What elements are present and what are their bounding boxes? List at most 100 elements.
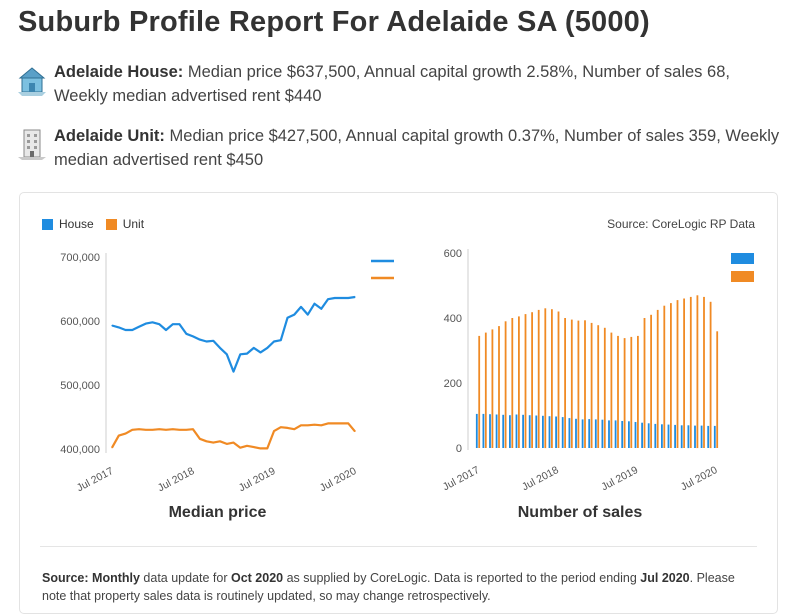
bar-house: [601, 419, 604, 448]
data-point-unit: [158, 428, 160, 430]
data-point-unit: [172, 428, 174, 430]
bar-unit: [504, 321, 507, 449]
data-point-unit: [313, 424, 316, 426]
x-tick-label: Jul 2018: [156, 465, 197, 494]
y-tick-label: 600: [444, 248, 462, 260]
bar-unit: [656, 309, 659, 448]
legend-house-swatch: [42, 218, 53, 230]
bar-unit: [524, 314, 527, 448]
bar-house: [588, 419, 591, 448]
data-point-unit: [178, 429, 181, 431]
bar-house: [535, 415, 538, 448]
unit-label: Adelaide Unit:: [54, 127, 165, 145]
bar-house: [495, 414, 498, 448]
data-point-house: [212, 340, 214, 342]
bar-house: [694, 425, 696, 448]
bar-unit: [703, 296, 705, 448]
divider: [40, 546, 757, 547]
data-point-house: [259, 351, 262, 353]
data-point-house: [178, 323, 181, 325]
data-point-unit: [300, 424, 302, 426]
x-tick-label: Jul 2019: [599, 464, 640, 493]
y-tick-label: 0: [456, 443, 462, 455]
data-point-unit: [138, 428, 140, 430]
y-tick-label: 200: [444, 378, 462, 390]
data-point-house: [232, 371, 235, 373]
bar-unit: [537, 309, 540, 448]
data-point-unit: [253, 446, 255, 448]
house-summary: Adelaide House: Median price $637,500, A…: [18, 60, 788, 108]
bar-unit: [716, 331, 719, 448]
bar-unit: [663, 305, 666, 448]
data-point-unit: [165, 429, 167, 431]
bar-house: [621, 421, 624, 448]
bar-house: [482, 413, 485, 448]
data-point-unit: [273, 430, 275, 432]
data-point-unit: [118, 435, 120, 437]
data-point-unit: [320, 424, 322, 426]
footer-update-date: Oct 2020: [231, 571, 284, 585]
chart-legend: House Unit: [42, 217, 156, 231]
data-point-house: [118, 326, 120, 328]
bar-house: [614, 420, 617, 448]
bar-house: [608, 420, 610, 448]
bar-unit: [709, 301, 712, 449]
bar-house: [661, 424, 663, 448]
data-point-house: [273, 340, 275, 343]
data-point-unit: [340, 422, 343, 424]
bar-unit: [630, 336, 633, 448]
data-point-unit: [354, 430, 356, 432]
data-point-unit: [246, 445, 248, 447]
y-tick-label: 400,000: [60, 444, 100, 456]
data-point-unit: [286, 427, 289, 429]
footer-frequency: Monthly: [92, 571, 140, 585]
number-of-sales-title: Number of sales: [517, 504, 643, 521]
bar-unit: [689, 296, 692, 448]
bar-unit: [478, 335, 481, 448]
data-point-house: [151, 321, 154, 323]
footer-note: Source: Monthly data update for Oct 2020…: [42, 569, 757, 605]
data-point-house: [334, 297, 336, 299]
bar-house: [713, 425, 716, 448]
data-point-house: [307, 314, 309, 316]
median-price-chart: 400,000 500,000 600,000 700,000 Jul 2017 Jul …: [60, 252, 394, 494]
legend-house-label[interactable]: House: [59, 217, 94, 231]
y-tick-label: 600,000: [60, 316, 100, 328]
bar-unit: [696, 295, 699, 449]
x-tick-label: Jul 2018: [520, 464, 561, 493]
data-point-unit: [293, 428, 295, 430]
legend-unit-label[interactable]: Unit: [122, 217, 145, 231]
bar-house: [555, 416, 557, 448]
y-tick-label: 500,000: [60, 380, 100, 392]
data-point-unit: [192, 428, 194, 430]
bar-unit: [650, 314, 652, 449]
bar-unit: [518, 316, 520, 448]
data-point-unit: [131, 429, 133, 431]
bar-unit: [643, 318, 646, 448]
footer-period-end: Jul 2020: [640, 571, 690, 585]
bar-unit: [484, 332, 487, 448]
data-point-unit: [226, 443, 228, 445]
bar-unit: [610, 332, 613, 448]
data-point-unit: [232, 442, 235, 444]
data-point-unit: [334, 422, 336, 424]
bar-unit: [491, 329, 494, 448]
bar-house: [641, 422, 643, 448]
bar-unit: [570, 319, 573, 448]
bar-unit: [683, 298, 685, 448]
bar-unit: [584, 320, 586, 448]
bar-house: [594, 419, 597, 448]
bar-house: [680, 425, 683, 449]
bar-house: [634, 422, 637, 448]
bar-house: [674, 424, 676, 448]
data-point-unit: [199, 438, 201, 440]
legend-unit-swatch: [105, 218, 117, 230]
data-point-house: [111, 324, 113, 327]
bar-house: [687, 425, 690, 449]
data-point-house: [347, 297, 349, 299]
footer-source-label: Source:: [42, 571, 89, 585]
bar-unit: [531, 312, 533, 448]
data-point-house: [145, 323, 147, 325]
data-point-house: [205, 340, 208, 343]
footer-text-3: . Please note that property sales data i…: [42, 571, 735, 603]
